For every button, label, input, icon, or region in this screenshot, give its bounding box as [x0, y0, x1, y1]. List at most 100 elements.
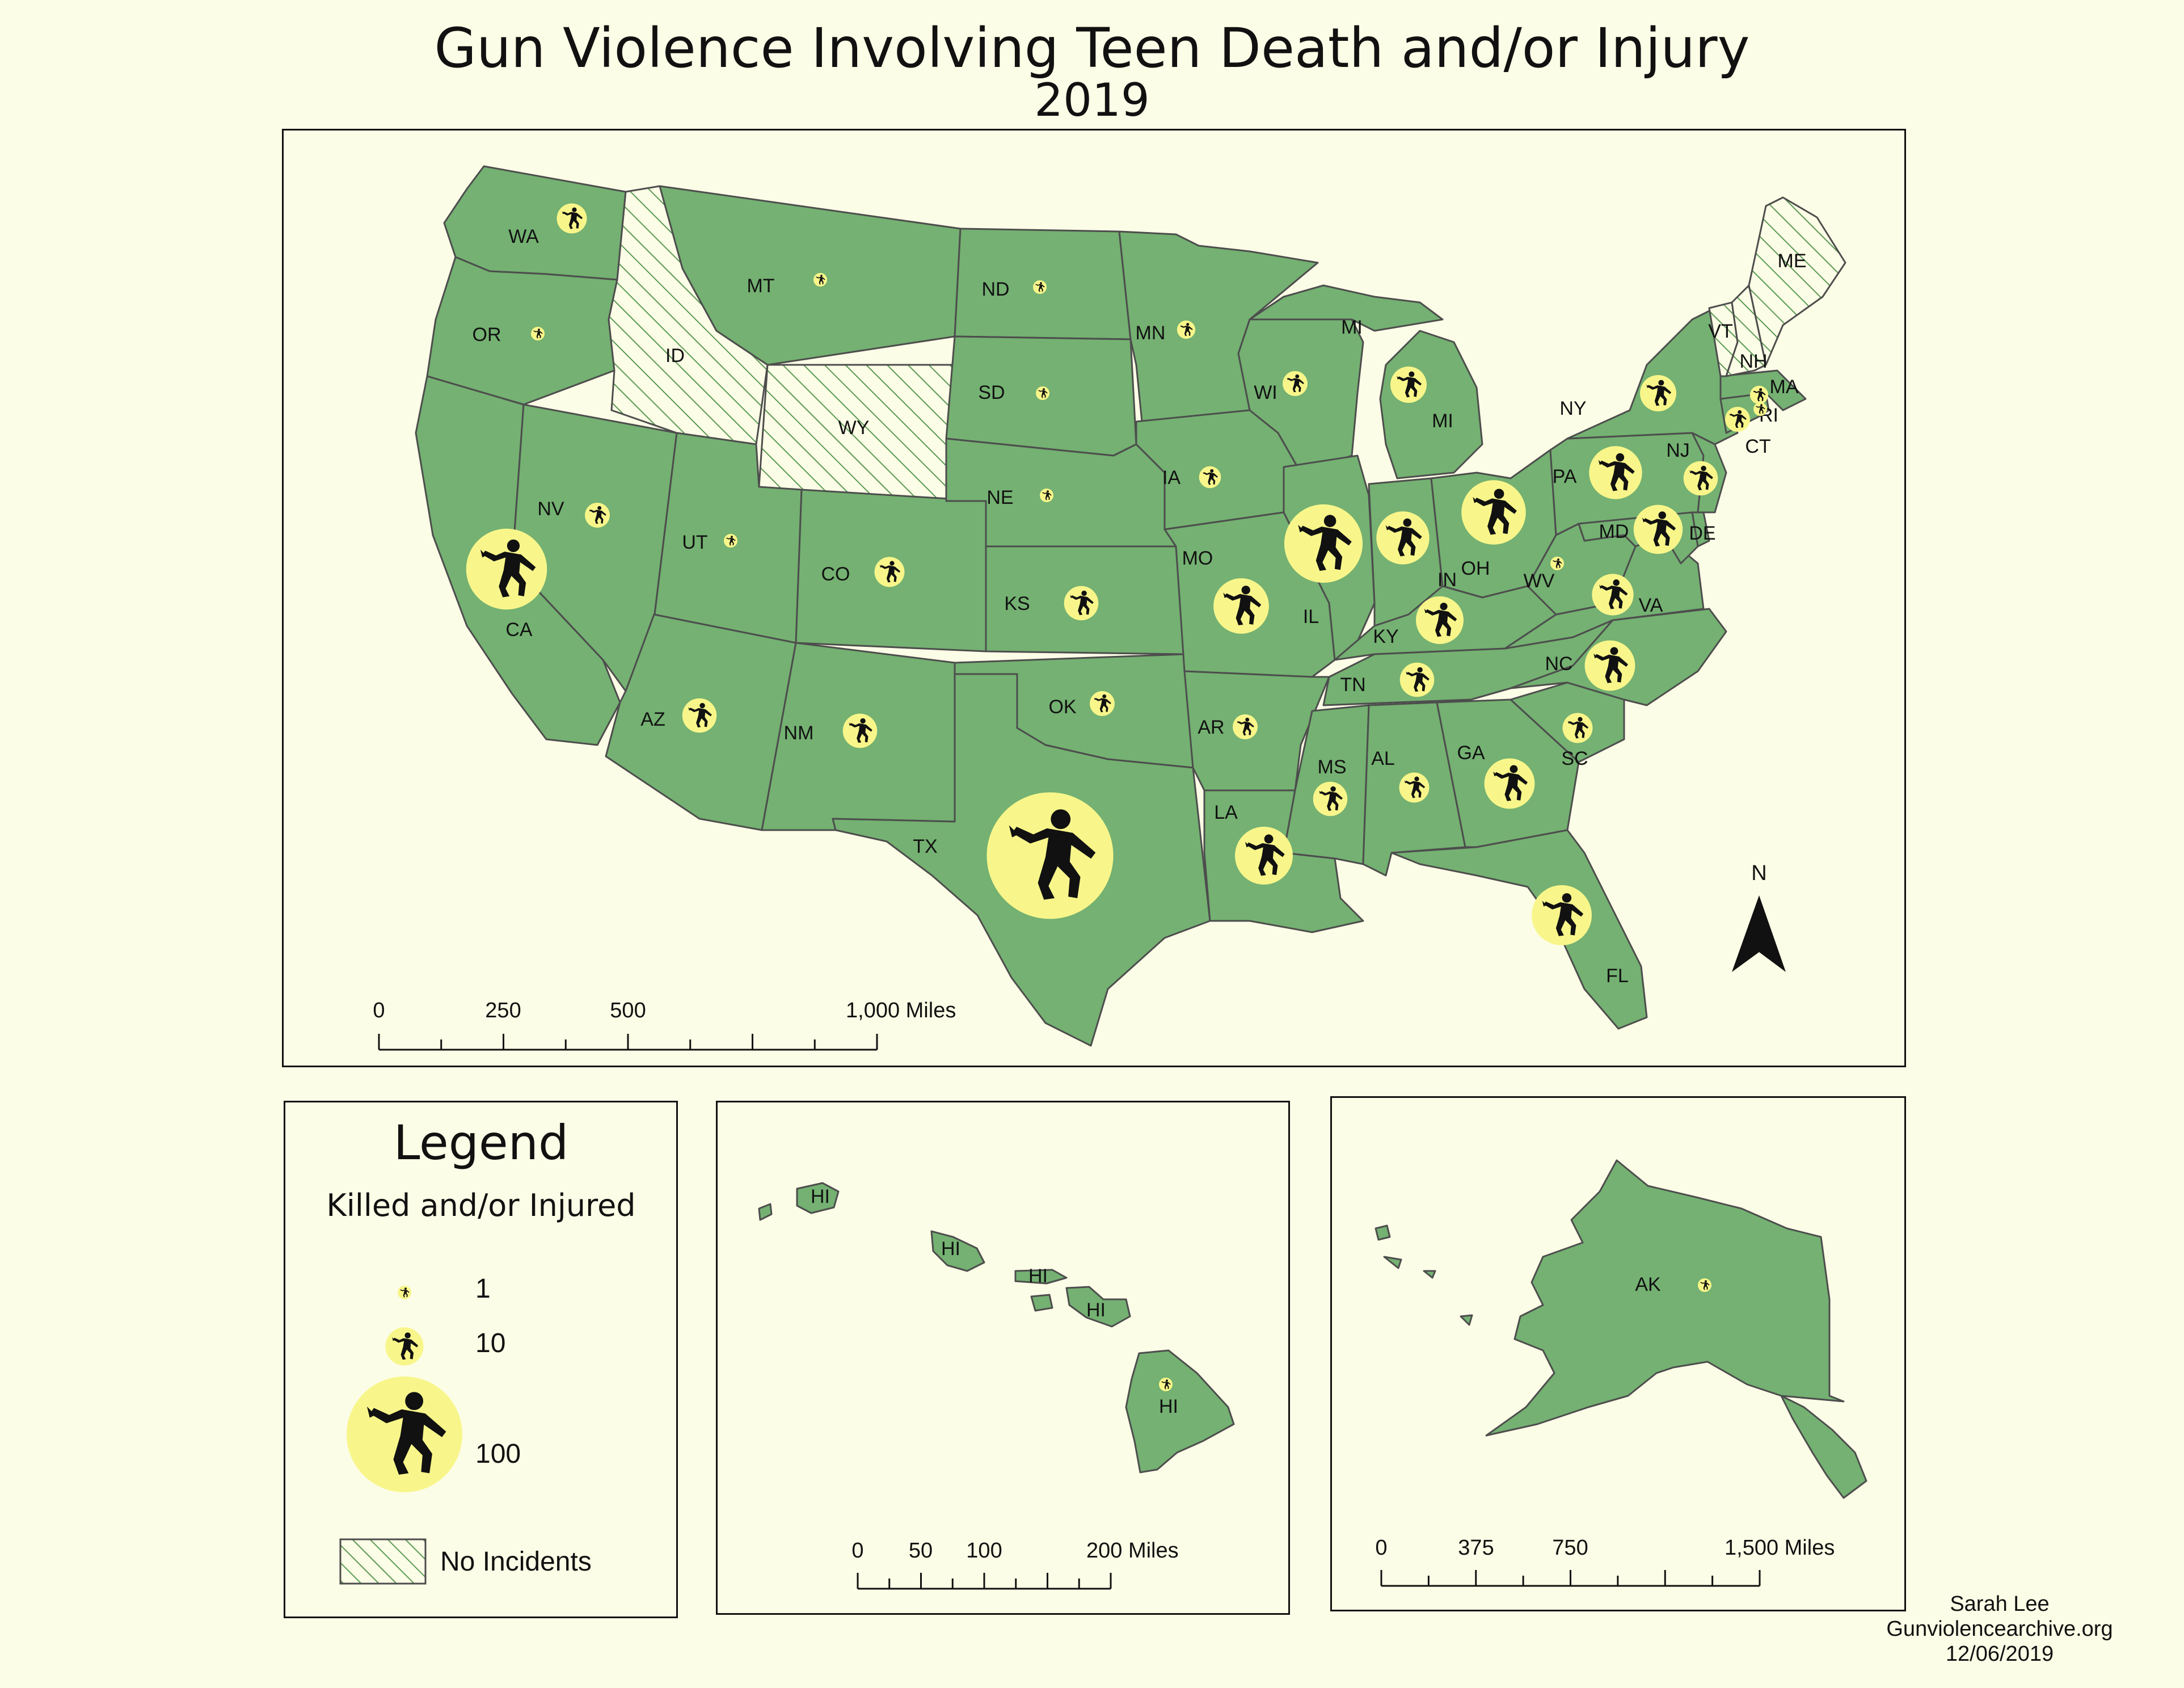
credit-date: 12/06/2019 — [1945, 1642, 2054, 1666]
incident-symbol-ny — [1640, 375, 1676, 411]
incident-symbols — [466, 203, 1769, 945]
island-kauai — [796, 1182, 840, 1214]
legend: Legend Killed and/or Injured 1 10 100 No… — [326, 1115, 636, 1585]
incident-symbol-wv — [1550, 557, 1564, 570]
credit-author: Sarah Lee — [1950, 1592, 2050, 1616]
state-label: NM — [784, 722, 814, 744]
state-label: AL — [1371, 748, 1395, 769]
scale-label: 750 — [1552, 1536, 1588, 1560]
state-label: CA — [505, 619, 533, 641]
incident-symbol-co — [874, 557, 905, 587]
state-wa — [443, 165, 627, 281]
incident-symbol-ne — [1040, 489, 1053, 502]
legend-symbol-1 — [398, 1286, 411, 1299]
state-label: WV — [1524, 570, 1555, 592]
credit-source: Gunviolencearchive.org — [1886, 1617, 2113, 1641]
scale-label: 375 — [1458, 1536, 1494, 1560]
state-label: MT — [747, 275, 774, 297]
incident-symbol-wa — [556, 203, 587, 234]
incident-symbol-ak — [1698, 1278, 1711, 1292]
incident-symbol-or — [531, 327, 545, 340]
state-label: MI — [1432, 410, 1453, 432]
scale-label: 500 — [610, 999, 646, 1022]
incident-symbol-oh — [1461, 480, 1526, 545]
state-label: IA — [1162, 467, 1180, 489]
state-label: AZ — [640, 709, 665, 730]
incident-symbol-wi — [1283, 371, 1308, 396]
state-label: MN — [1136, 322, 1166, 344]
island-label: HI — [941, 1238, 960, 1260]
incident-symbol-al — [1399, 772, 1430, 803]
state-label: FL — [1606, 965, 1629, 987]
legend-size-label: 1 — [475, 1274, 491, 1304]
incident-symbols — [1159, 1378, 1173, 1391]
island-molokai — [1014, 1269, 1068, 1285]
island-label: HI — [1086, 1299, 1106, 1321]
state-label: ID — [665, 345, 685, 367]
state-fl — [1390, 829, 1648, 1030]
incident-symbol-ky — [1416, 596, 1464, 644]
state-ak-panhandle — [1780, 1395, 1867, 1499]
state-label: SD — [978, 382, 1005, 403]
state-label: MO — [1182, 548, 1213, 569]
incident-symbol-mi — [1390, 367, 1427, 403]
state-label: MA — [1770, 376, 1799, 398]
alaska-inset-frame: AK 0 375 750 1,500 Miles — [1330, 1096, 1906, 1611]
incident-symbol-ks — [1064, 586, 1099, 621]
scale-label: 200 Miles — [1086, 1539, 1179, 1563]
legend-subtitle: Killed and/or Injured — [326, 1188, 635, 1223]
alaska-scalebar: 0 375 750 1,500 Miles — [1375, 1536, 1835, 1587]
incident-symbols — [1698, 1278, 1711, 1292]
incident-symbol-nd — [1033, 280, 1047, 294]
legend-size-label: 10 — [475, 1328, 505, 1358]
incident-symbol-in — [1376, 511, 1430, 565]
incident-symbol-nc — [1584, 640, 1635, 691]
incident-symbol-pa — [1589, 446, 1642, 499]
state-label: LA — [1214, 802, 1238, 823]
island-niihau — [758, 1203, 773, 1221]
scale-label: 1,500 Miles — [1725, 1536, 1835, 1560]
state-label: OH — [1461, 558, 1490, 579]
state-ak — [1485, 1159, 1845, 1437]
island-oahu — [930, 1230, 985, 1272]
incident-symbol-ut — [724, 534, 737, 548]
state-label: MI — [1341, 317, 1363, 338]
state-label: CT — [1745, 436, 1770, 457]
legend-size-symbols — [347, 1286, 462, 1492]
island-lanai — [1030, 1294, 1053, 1312]
scale-label: 0 — [373, 999, 385, 1022]
legend-symbol-100 — [347, 1377, 462, 1492]
credits: Sarah Lee Gunviolencearchive.org 12/06/2… — [1858, 1592, 2141, 1666]
state-label: VA — [1639, 595, 1663, 616]
incident-symbol-va — [1592, 574, 1634, 616]
state-label: SC — [1561, 748, 1588, 769]
state-label: NH — [1739, 351, 1767, 372]
incident-symbol-md — [1633, 504, 1683, 554]
scale-label: 100 — [966, 1539, 1002, 1563]
state-label: UT — [682, 532, 707, 553]
incident-symbol-hi — [1159, 1378, 1173, 1391]
incident-symbol-ga — [1484, 758, 1535, 809]
incident-symbol-ri — [1753, 402, 1767, 416]
island-maui — [1065, 1286, 1131, 1328]
map-subtitle: 2019 — [1034, 74, 1150, 127]
incident-symbol-ia — [1199, 466, 1221, 489]
incident-symbol-ar — [1233, 714, 1258, 739]
incident-symbol-mt — [813, 273, 827, 287]
state-ak-islands — [1375, 1224, 1473, 1326]
state-label: CO — [821, 563, 850, 585]
incident-symbol-ma — [1749, 385, 1769, 405]
island-label: HI — [811, 1186, 830, 1207]
state-label: AR — [1198, 717, 1224, 738]
incident-symbol-sc — [1562, 713, 1593, 743]
incident-symbol-mn — [1177, 320, 1196, 339]
state-label: KY — [1373, 626, 1398, 647]
state-label: IL — [1303, 606, 1319, 628]
state-label: KS — [1004, 593, 1030, 614]
incident-symbol-tn — [1399, 662, 1435, 697]
island-hawaii — [1125, 1349, 1235, 1474]
map-title: Gun Violence Involving Teen Death and/or… — [434, 16, 1750, 80]
state-label: ME — [1778, 250, 1807, 272]
state-label: DE — [1689, 523, 1715, 544]
state-label: VT — [1708, 321, 1732, 342]
